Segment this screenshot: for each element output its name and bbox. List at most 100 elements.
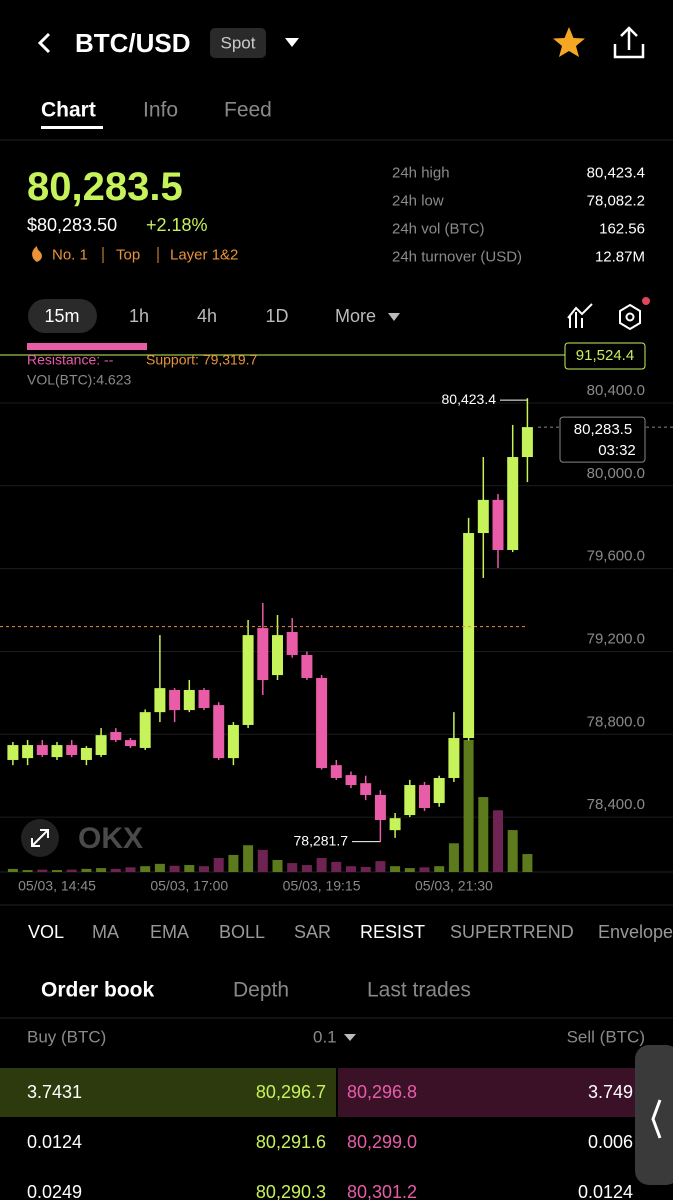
lower-decor xyxy=(0,904,673,1185)
volume-bar xyxy=(346,866,356,872)
stat-label: 24h low xyxy=(392,192,444,210)
x-tick-label: 05/03, 17:00 xyxy=(150,878,228,894)
candle-body xyxy=(272,635,283,676)
volume-bar xyxy=(287,863,298,872)
candle-body xyxy=(492,499,504,551)
stat-value: 12.87M xyxy=(594,248,645,266)
stat-value: 80,423.4 xyxy=(586,164,645,182)
buy-depth xyxy=(0,1068,336,1117)
volume-bar xyxy=(493,810,503,872)
indicator-icon[interactable] xyxy=(567,303,593,328)
volume-label: VOL(BTC):4.623 xyxy=(27,372,131,388)
volume-bar xyxy=(257,849,268,872)
interval[interactable]: 1h xyxy=(128,306,150,326)
expand-button[interactable] xyxy=(21,819,59,857)
flame-icon xyxy=(32,246,42,262)
sell-price: 80,301.2 xyxy=(347,1182,418,1200)
book-tab[interactable]: Order book xyxy=(41,978,155,1002)
stat-value: 162.56 xyxy=(599,220,645,238)
candle-body xyxy=(95,735,107,756)
volume-bar xyxy=(184,865,195,872)
indicator-tab[interactable]: SUPERTREND xyxy=(450,922,574,942)
stat-label: 24h vol (BTC) xyxy=(392,220,485,238)
volume-bar xyxy=(140,866,151,872)
candle-body xyxy=(139,712,151,748)
volume-bar xyxy=(404,868,415,872)
interval[interactable]: More xyxy=(335,306,377,326)
tab-underline xyxy=(41,126,103,129)
candle-body xyxy=(301,654,313,678)
volume-bar xyxy=(96,868,107,872)
y-tick-label: 78,800.0 xyxy=(587,713,645,730)
share-icon[interactable] xyxy=(613,26,645,59)
usd-price: $80,283.50 xyxy=(27,215,118,235)
candle-body xyxy=(51,745,63,758)
candle-body xyxy=(125,740,136,747)
dropdown-icon[interactable] xyxy=(285,38,299,47)
stat-label: 24h turnover (USD) xyxy=(392,248,523,266)
level-box xyxy=(564,342,646,370)
sell-depth xyxy=(338,1068,640,1117)
volume-bar xyxy=(448,843,459,872)
sell-qty: 0.0124 xyxy=(577,1182,633,1200)
buy-price: 80,296.7 xyxy=(255,1082,326,1102)
star-icon[interactable] xyxy=(553,27,585,57)
volume-bar xyxy=(272,859,283,872)
candle-body xyxy=(404,785,416,816)
pair-title[interactable]: BTC/USD xyxy=(75,28,191,58)
support-label: Support: 79,319.7 xyxy=(146,352,258,368)
stat-label: 24h high xyxy=(392,164,450,182)
settings-icon[interactable] xyxy=(619,303,641,331)
precision-icon[interactable] xyxy=(344,1034,356,1041)
tab[interactable]: Info xyxy=(143,98,179,122)
badge: Spot xyxy=(220,33,256,53)
high-label: 80,423.4 xyxy=(442,391,497,407)
volume-bar xyxy=(37,869,48,872)
y-tick-label: 80,000.0 xyxy=(587,465,645,482)
last-price: 80,283.5 xyxy=(27,165,183,209)
column-header: Sell (BTC) xyxy=(566,1027,645,1047)
volume-bar xyxy=(316,858,327,872)
column-header[interactable]: 0.1 xyxy=(313,1027,337,1047)
tab[interactable]: Chart xyxy=(41,98,96,122)
volume-bar xyxy=(390,866,401,872)
interval[interactable]: 1D xyxy=(265,306,289,326)
book-tab[interactable]: Depth xyxy=(233,978,290,1002)
settings-icon-core xyxy=(625,312,635,322)
handle-icon xyxy=(651,1099,662,1139)
buy-qty: 0.0249 xyxy=(27,1182,83,1200)
interval[interactable]: 4h xyxy=(196,306,218,326)
level-label: 91,524.4 xyxy=(576,347,634,364)
sell-price: 80,296.8 xyxy=(347,1082,418,1102)
candle-body xyxy=(419,785,430,809)
tab[interactable]: Feed xyxy=(224,98,272,122)
back-icon[interactable] xyxy=(37,32,51,54)
candle-body xyxy=(154,688,166,713)
candle-body xyxy=(521,427,533,458)
y-tick-label: 78,400.0 xyxy=(587,796,645,813)
expand-icon xyxy=(31,829,49,847)
candle-body xyxy=(463,533,475,739)
volume-bar xyxy=(243,845,254,872)
indicator-tab[interactable]: MA xyxy=(92,922,119,942)
sell-price: 80,299.0 xyxy=(347,1132,418,1152)
interval[interactable]: 15m xyxy=(44,306,80,326)
indicator-tab[interactable]: Envelope xyxy=(598,922,673,942)
candle-body xyxy=(22,745,34,759)
x-tick-label: 05/03, 19:15 xyxy=(283,878,361,894)
y-tick-label: 80,400.0 xyxy=(587,382,645,399)
indicator-tab[interactable]: SAR xyxy=(294,922,332,942)
book-tab[interactable]: Last trades xyxy=(367,978,471,1002)
indicator-tab[interactable]: BOLL xyxy=(219,922,266,942)
candle-body xyxy=(227,724,239,759)
tag: Top xyxy=(116,246,141,264)
column-header: Buy (BTC) xyxy=(27,1027,107,1047)
candle-body xyxy=(374,794,386,821)
indicator-tab[interactable]: VOL xyxy=(28,922,65,942)
indicator-tab[interactable]: EMA xyxy=(150,922,190,942)
candle-body xyxy=(448,738,460,778)
indicator-tab[interactable]: RESIST xyxy=(360,922,426,942)
candle-body xyxy=(169,689,181,711)
last-price-label: 80,283.5 xyxy=(574,421,632,438)
